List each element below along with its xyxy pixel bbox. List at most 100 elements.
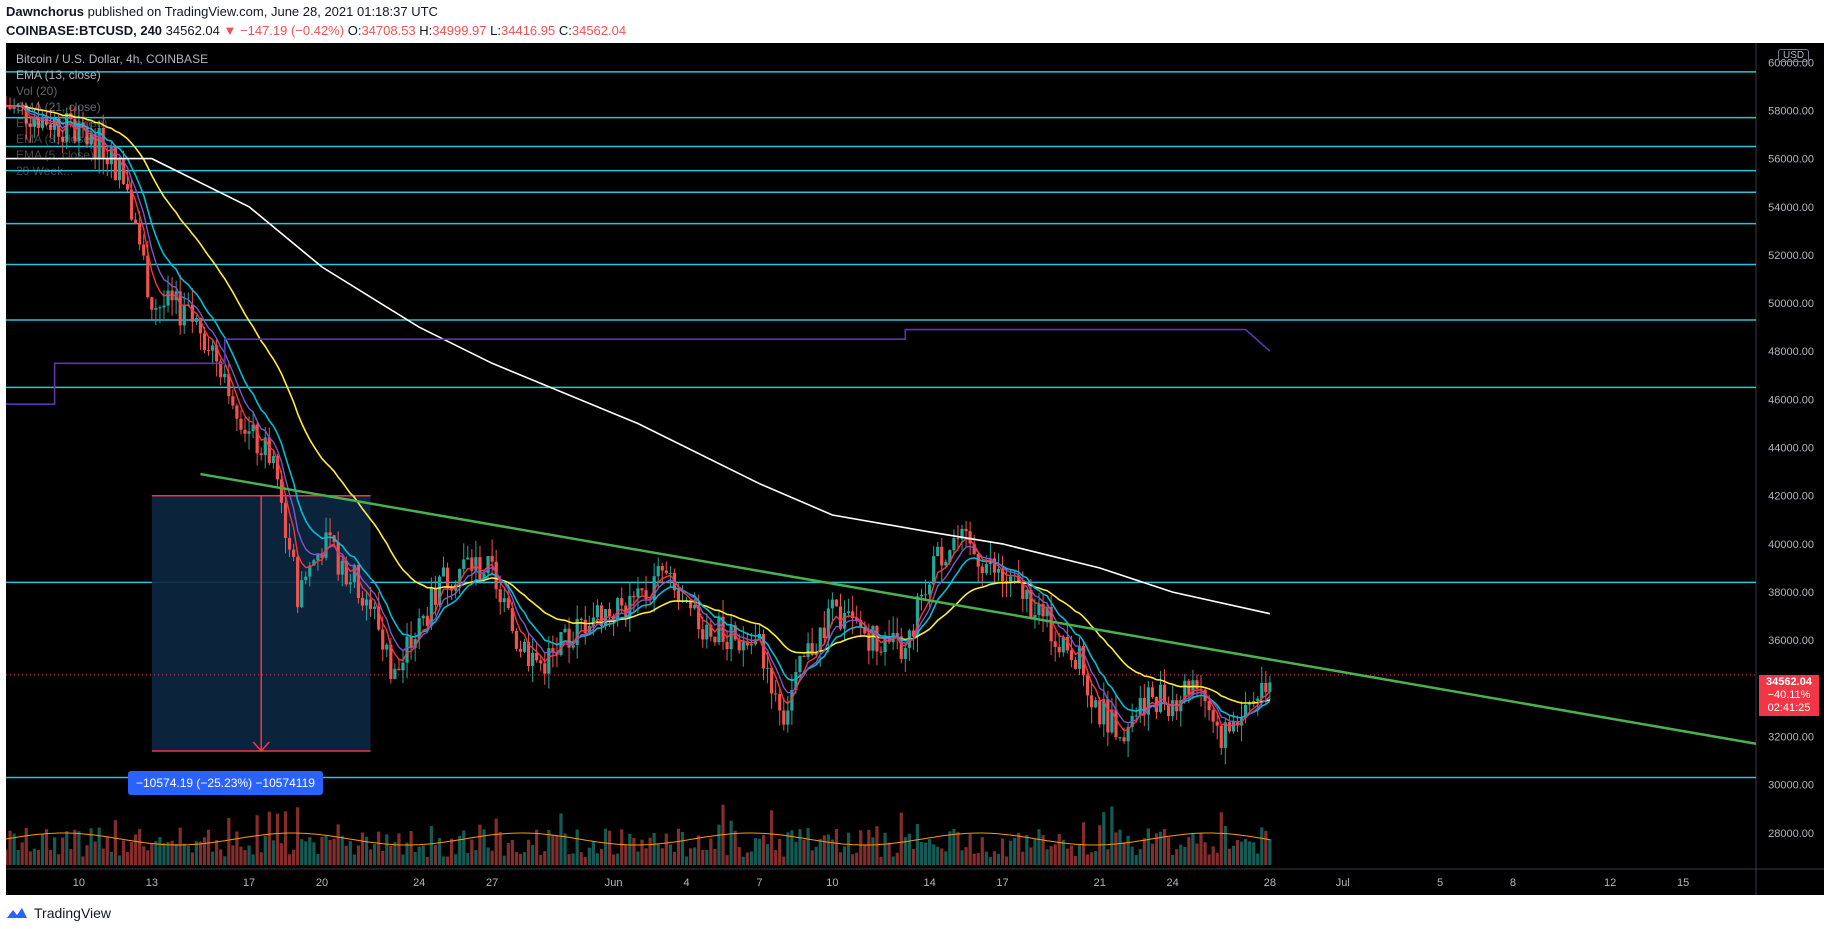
volume-bar xyxy=(1203,842,1207,865)
candle-body xyxy=(980,566,984,574)
volume-bar xyxy=(794,841,798,865)
candle-body xyxy=(223,373,227,378)
legend-ema13[interactable]: EMA (13, close) xyxy=(16,68,101,82)
volume-bar xyxy=(89,828,93,865)
volume-bar xyxy=(417,846,421,865)
candle-body xyxy=(932,556,936,585)
candle-body xyxy=(441,567,446,577)
candle-body xyxy=(36,118,41,128)
volume-bar xyxy=(952,828,956,865)
legend-ema5[interactable]: EMA (5, close) xyxy=(16,148,95,162)
price-change: ▼ −147.19 (−0.42%) xyxy=(223,23,345,38)
volume-bar xyxy=(129,842,134,865)
candle-body xyxy=(93,134,97,160)
currency-badge[interactable]: USD xyxy=(1778,49,1810,62)
candle-body xyxy=(154,308,158,310)
candle-body xyxy=(693,604,697,609)
candle-body xyxy=(940,546,944,566)
candle-body xyxy=(984,563,988,574)
candle-body xyxy=(818,627,822,652)
volume-bar xyxy=(757,838,762,865)
legend-ema200[interactable]: EMA (200, close) xyxy=(16,116,108,130)
ema-red-line xyxy=(6,104,1271,732)
chart-area[interactable]: 60000.00 58000.00 56000.00 54000.00 52000.00… xyxy=(6,43,1824,895)
volume-bar xyxy=(1029,847,1033,865)
candle-body xyxy=(944,561,948,566)
volume-bar xyxy=(259,852,263,865)
volume-bar xyxy=(1268,839,1272,865)
volume-bar xyxy=(1061,839,1065,865)
candle-body xyxy=(1057,646,1061,653)
volume-bar xyxy=(348,841,352,865)
candle-body xyxy=(514,630,519,649)
candle-body xyxy=(899,636,903,659)
volume-bar xyxy=(940,848,944,865)
last-price-label: 34562.04 −40.11% 02:41:25 xyxy=(1759,675,1819,716)
candle-body xyxy=(1235,721,1240,726)
candle-body xyxy=(1106,699,1110,733)
tradingview-logo-icon[interactable] xyxy=(6,906,28,920)
legend-title: Bitcoin / U.S. Dollar, 4h, COINBASE xyxy=(16,52,209,66)
candle-body xyxy=(1260,682,1264,699)
candle-body xyxy=(701,629,705,640)
volume-bar xyxy=(340,835,344,865)
volume-bar xyxy=(774,850,778,865)
candle-body xyxy=(1179,700,1183,712)
volume-bar xyxy=(936,846,940,865)
volume-bar xyxy=(113,820,117,865)
legend-weekly[interactable]: 20 Week... xyxy=(16,164,74,178)
candle-body xyxy=(373,606,377,609)
footer-brand[interactable]: TradingView xyxy=(34,905,112,921)
chart-header: Dawnchorus published on TradingView.com,… xyxy=(6,2,626,40)
volume-bar xyxy=(713,848,717,865)
candle-body xyxy=(117,159,122,181)
volume-bar xyxy=(182,843,186,865)
candle-body xyxy=(1142,697,1146,715)
legend-ema8[interactable]: EMA (8, close) xyxy=(16,132,95,146)
candle-body xyxy=(89,134,93,145)
volume-bar xyxy=(283,811,288,865)
volume-bar xyxy=(616,853,620,865)
legend-vol[interactable]: Vol (20) xyxy=(16,84,58,98)
candle-body xyxy=(871,626,875,651)
author-name[interactable]: Dawnchorus xyxy=(6,4,85,19)
candle-body xyxy=(1094,700,1098,708)
time-tick-label: 14 xyxy=(923,877,935,889)
candle-body xyxy=(867,633,871,651)
volume-bar xyxy=(1207,854,1211,865)
volume-bar xyxy=(915,824,920,865)
candle-body xyxy=(543,663,547,674)
volume-bar xyxy=(1021,851,1025,865)
volume-bar xyxy=(907,833,911,865)
volume-bar xyxy=(932,844,936,865)
volume-bar xyxy=(1081,822,1086,865)
price-tick-label: 56000.00 xyxy=(1768,154,1814,166)
volume-bar xyxy=(1260,827,1264,865)
candle-body xyxy=(421,615,425,619)
volume-bar xyxy=(944,851,948,865)
volume-bar xyxy=(1142,838,1146,865)
candle-body xyxy=(502,598,506,603)
candle-body xyxy=(433,587,437,605)
legend-sma[interactable]: SMA (21, close) xyxy=(16,100,101,114)
candle-body xyxy=(595,605,600,618)
volume-bar xyxy=(20,842,24,865)
candle-body xyxy=(40,116,45,128)
candle-body xyxy=(919,594,924,597)
candle-body xyxy=(65,113,69,142)
volume-bar xyxy=(676,828,681,865)
volume-bar xyxy=(1171,855,1175,865)
candle-body xyxy=(235,405,239,419)
volume-bar xyxy=(782,856,786,865)
volume-bar xyxy=(741,856,745,865)
time-tick-label: 24 xyxy=(413,877,425,889)
candle-body xyxy=(851,611,855,619)
candle-body xyxy=(705,624,709,640)
volume-bar xyxy=(684,856,689,865)
candle-body xyxy=(1191,680,1195,695)
volume-bar xyxy=(255,815,259,865)
candle-body xyxy=(713,636,717,643)
high-label: H: xyxy=(419,23,433,38)
price-chart[interactable]: 60000.0058000.0056000.0054000.0052000.00… xyxy=(6,43,1824,895)
volume-bar xyxy=(996,853,1001,865)
